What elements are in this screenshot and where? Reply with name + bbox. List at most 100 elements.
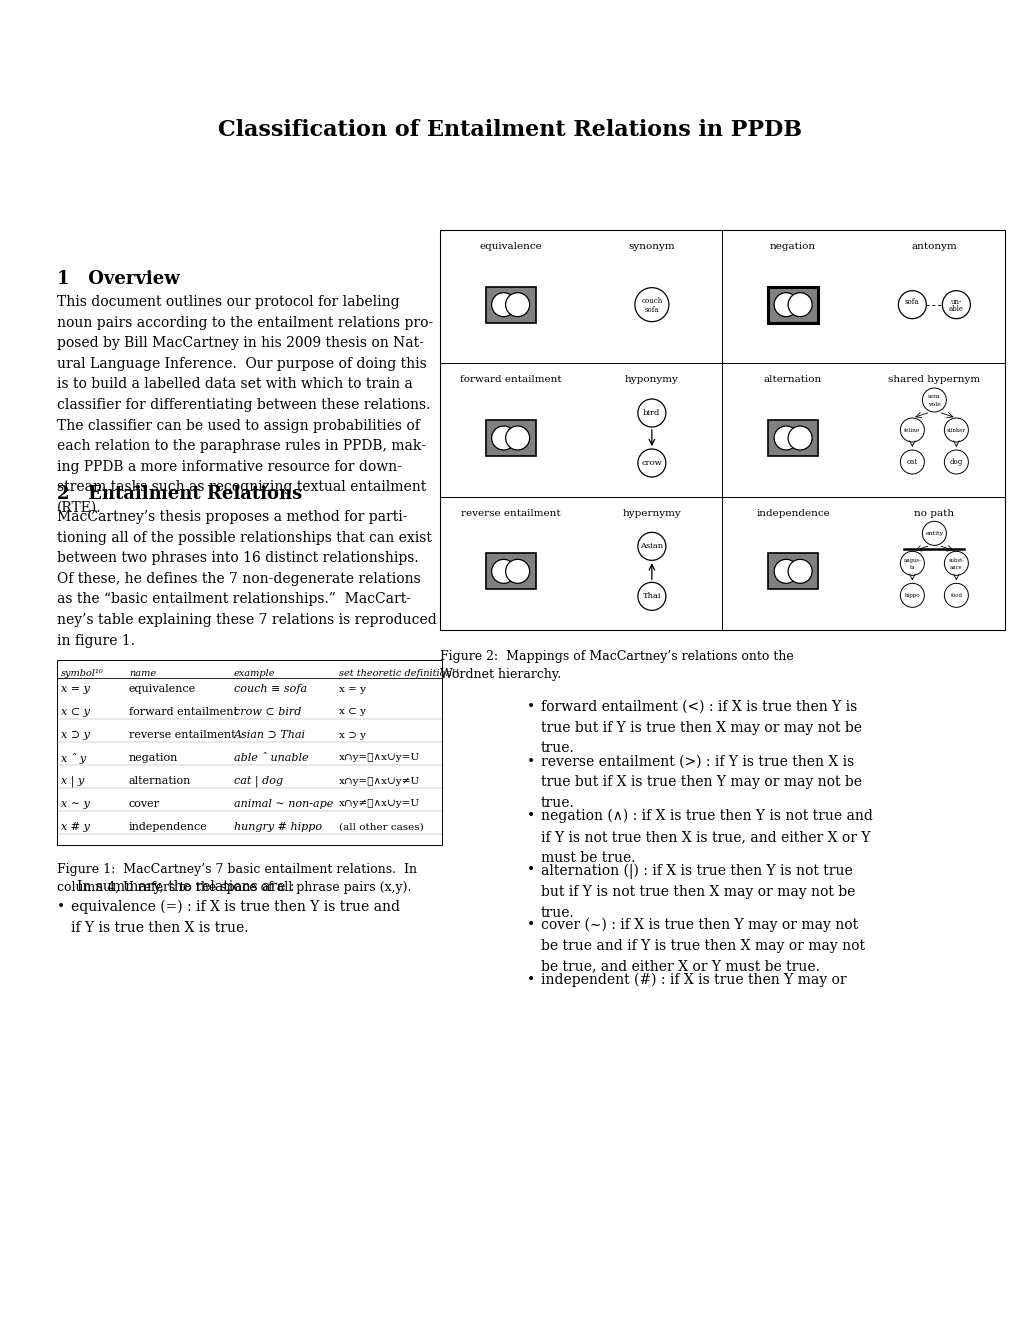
Text: alternation: alternation — [763, 375, 821, 384]
Text: cover: cover — [128, 799, 160, 809]
Text: Asian ⊃ Thai: Asian ⊃ Thai — [233, 730, 306, 741]
Text: forward entailment: forward entailment — [128, 708, 237, 717]
Text: •: • — [527, 755, 535, 768]
Text: cat | dog: cat | dog — [233, 775, 283, 787]
Circle shape — [944, 418, 967, 442]
Circle shape — [900, 418, 923, 442]
Text: x = y: x = y — [61, 684, 90, 694]
Text: Asian: Asian — [640, 543, 662, 550]
Bar — [485, 553, 535, 589]
Circle shape — [900, 583, 923, 607]
Text: 2   Entailment Relations: 2 Entailment Relations — [57, 484, 302, 503]
Text: negation (∧) : if X is true then Y is not true and
if Y is not true then X is tr: negation (∧) : if X is true then Y is no… — [540, 809, 872, 865]
Circle shape — [491, 426, 516, 450]
Text: equivalence (=) : if X is true then Y is true and
if Y is true then X is true.: equivalence (=) : if X is true then Y is… — [71, 900, 399, 935]
Text: angus-: angus- — [903, 558, 920, 562]
Text: x∩y≠∅∧x∪y=U: x∩y≠∅∧x∪y=U — [338, 800, 420, 808]
Text: 1   Overview: 1 Overview — [57, 271, 179, 288]
Circle shape — [944, 552, 967, 576]
Circle shape — [505, 560, 529, 583]
Text: x ˆ y: x ˆ y — [61, 752, 86, 763]
Text: alternation (|) : if X is true then Y is not true
but if Y is not true then X ma: alternation (|) : if X is true then Y is… — [540, 863, 855, 920]
Text: vole: vole — [927, 401, 940, 407]
Text: example: example — [233, 668, 275, 677]
Circle shape — [637, 532, 665, 560]
Text: shared hypernym: shared hypernym — [888, 375, 979, 384]
Text: Thai: Thai — [642, 593, 660, 601]
Circle shape — [944, 583, 967, 607]
Text: cat: cat — [906, 458, 917, 466]
Circle shape — [773, 560, 797, 583]
Text: •: • — [57, 900, 65, 913]
Text: •: • — [527, 863, 535, 878]
Text: food: food — [950, 593, 962, 598]
Circle shape — [942, 290, 969, 318]
Text: negation: negation — [769, 242, 815, 251]
Text: cover (∼) : if X is true then Y may or may not
be true and if Y is true then X m: cover (∼) : if X is true then Y may or m… — [540, 917, 864, 974]
Text: equivalence: equivalence — [479, 242, 541, 251]
Text: antonym: antonym — [911, 242, 956, 251]
Text: •: • — [527, 809, 535, 822]
Bar — [57, 660, 441, 845]
Text: x ⊂ y: x ⊂ y — [338, 708, 366, 717]
Text: x # y: x # y — [61, 822, 90, 832]
Text: Classification of Entailment Relations in PPDB: Classification of Entailment Relations i… — [218, 119, 801, 141]
Circle shape — [637, 582, 665, 610]
Text: independent (#) : if X is true then Y may or: independent (#) : if X is true then Y ma… — [540, 973, 846, 987]
Text: forward entailment (<) : if X is true then Y is
true but if Y is true then X may: forward entailment (<) : if X is true th… — [540, 700, 861, 755]
Text: x∩y=∅∧x∪y≠U: x∩y=∅∧x∪y≠U — [338, 776, 420, 785]
Circle shape — [921, 388, 946, 412]
Text: x ⊂ y: x ⊂ y — [61, 708, 90, 717]
Circle shape — [505, 293, 529, 317]
Text: feline: feline — [904, 428, 919, 433]
Text: symbol¹⁰: symbol¹⁰ — [61, 668, 104, 677]
Circle shape — [634, 288, 668, 322]
Text: sem: sem — [927, 395, 940, 400]
Text: reverse entailment: reverse entailment — [128, 730, 235, 741]
Text: set theoretic definition¹¹: set theoretic definition¹¹ — [338, 668, 459, 677]
Text: x ⊃ y: x ⊃ y — [61, 730, 90, 741]
Text: ta: ta — [909, 565, 914, 570]
Circle shape — [773, 426, 797, 450]
Text: animal ∼ non-ape: animal ∼ non-ape — [233, 799, 333, 809]
Bar — [485, 420, 535, 455]
Text: x ∼ y: x ∼ y — [61, 799, 90, 809]
Text: x = y: x = y — [338, 685, 366, 693]
Text: forward entailment: forward entailment — [460, 375, 560, 384]
Circle shape — [788, 560, 811, 583]
Text: •: • — [527, 973, 535, 986]
Text: hyponymy: hyponymy — [625, 375, 679, 384]
Text: synonym: synonym — [628, 242, 675, 251]
Text: (all other cases): (all other cases) — [338, 822, 423, 832]
Circle shape — [944, 450, 967, 474]
Text: x | y: x | y — [61, 775, 85, 787]
Text: entity: entity — [924, 531, 943, 536]
Bar — [767, 420, 817, 455]
Text: un-: un- — [950, 298, 961, 306]
Bar — [767, 286, 817, 322]
Circle shape — [788, 293, 811, 317]
Text: •: • — [527, 917, 535, 932]
Text: x∩y=∅∧x∪y=U: x∩y=∅∧x∪y=U — [338, 754, 420, 763]
Text: •: • — [527, 700, 535, 714]
Text: negation: negation — [128, 752, 178, 763]
Text: no path: no path — [913, 508, 954, 517]
Text: independence: independence — [755, 508, 829, 517]
Bar — [439, 230, 1004, 630]
Circle shape — [900, 552, 923, 576]
Text: alternation: alternation — [128, 776, 192, 785]
Circle shape — [491, 293, 516, 317]
Text: hippo: hippo — [904, 593, 919, 598]
Circle shape — [921, 521, 946, 545]
Text: x ⊃ y: x ⊃ y — [338, 730, 366, 739]
Circle shape — [900, 450, 923, 474]
Circle shape — [491, 560, 516, 583]
Circle shape — [773, 293, 797, 317]
Text: able: able — [948, 305, 963, 313]
Text: This document outlines our protocol for labeling
noun pairs according to the ent: This document outlines our protocol for … — [57, 294, 433, 515]
Text: reverse entailment (>) : if Y is true then X is
true but if X is true then Y may: reverse entailment (>) : if Y is true th… — [540, 755, 861, 809]
Text: sofa: sofa — [644, 306, 658, 314]
Circle shape — [505, 426, 529, 450]
Text: subst-: subst- — [948, 558, 963, 562]
Text: Figure 1:  MacCartney’s 7 basic entailment relations.  In
column 4, U refers to : Figure 1: MacCartney’s 7 basic entailmen… — [57, 863, 417, 894]
